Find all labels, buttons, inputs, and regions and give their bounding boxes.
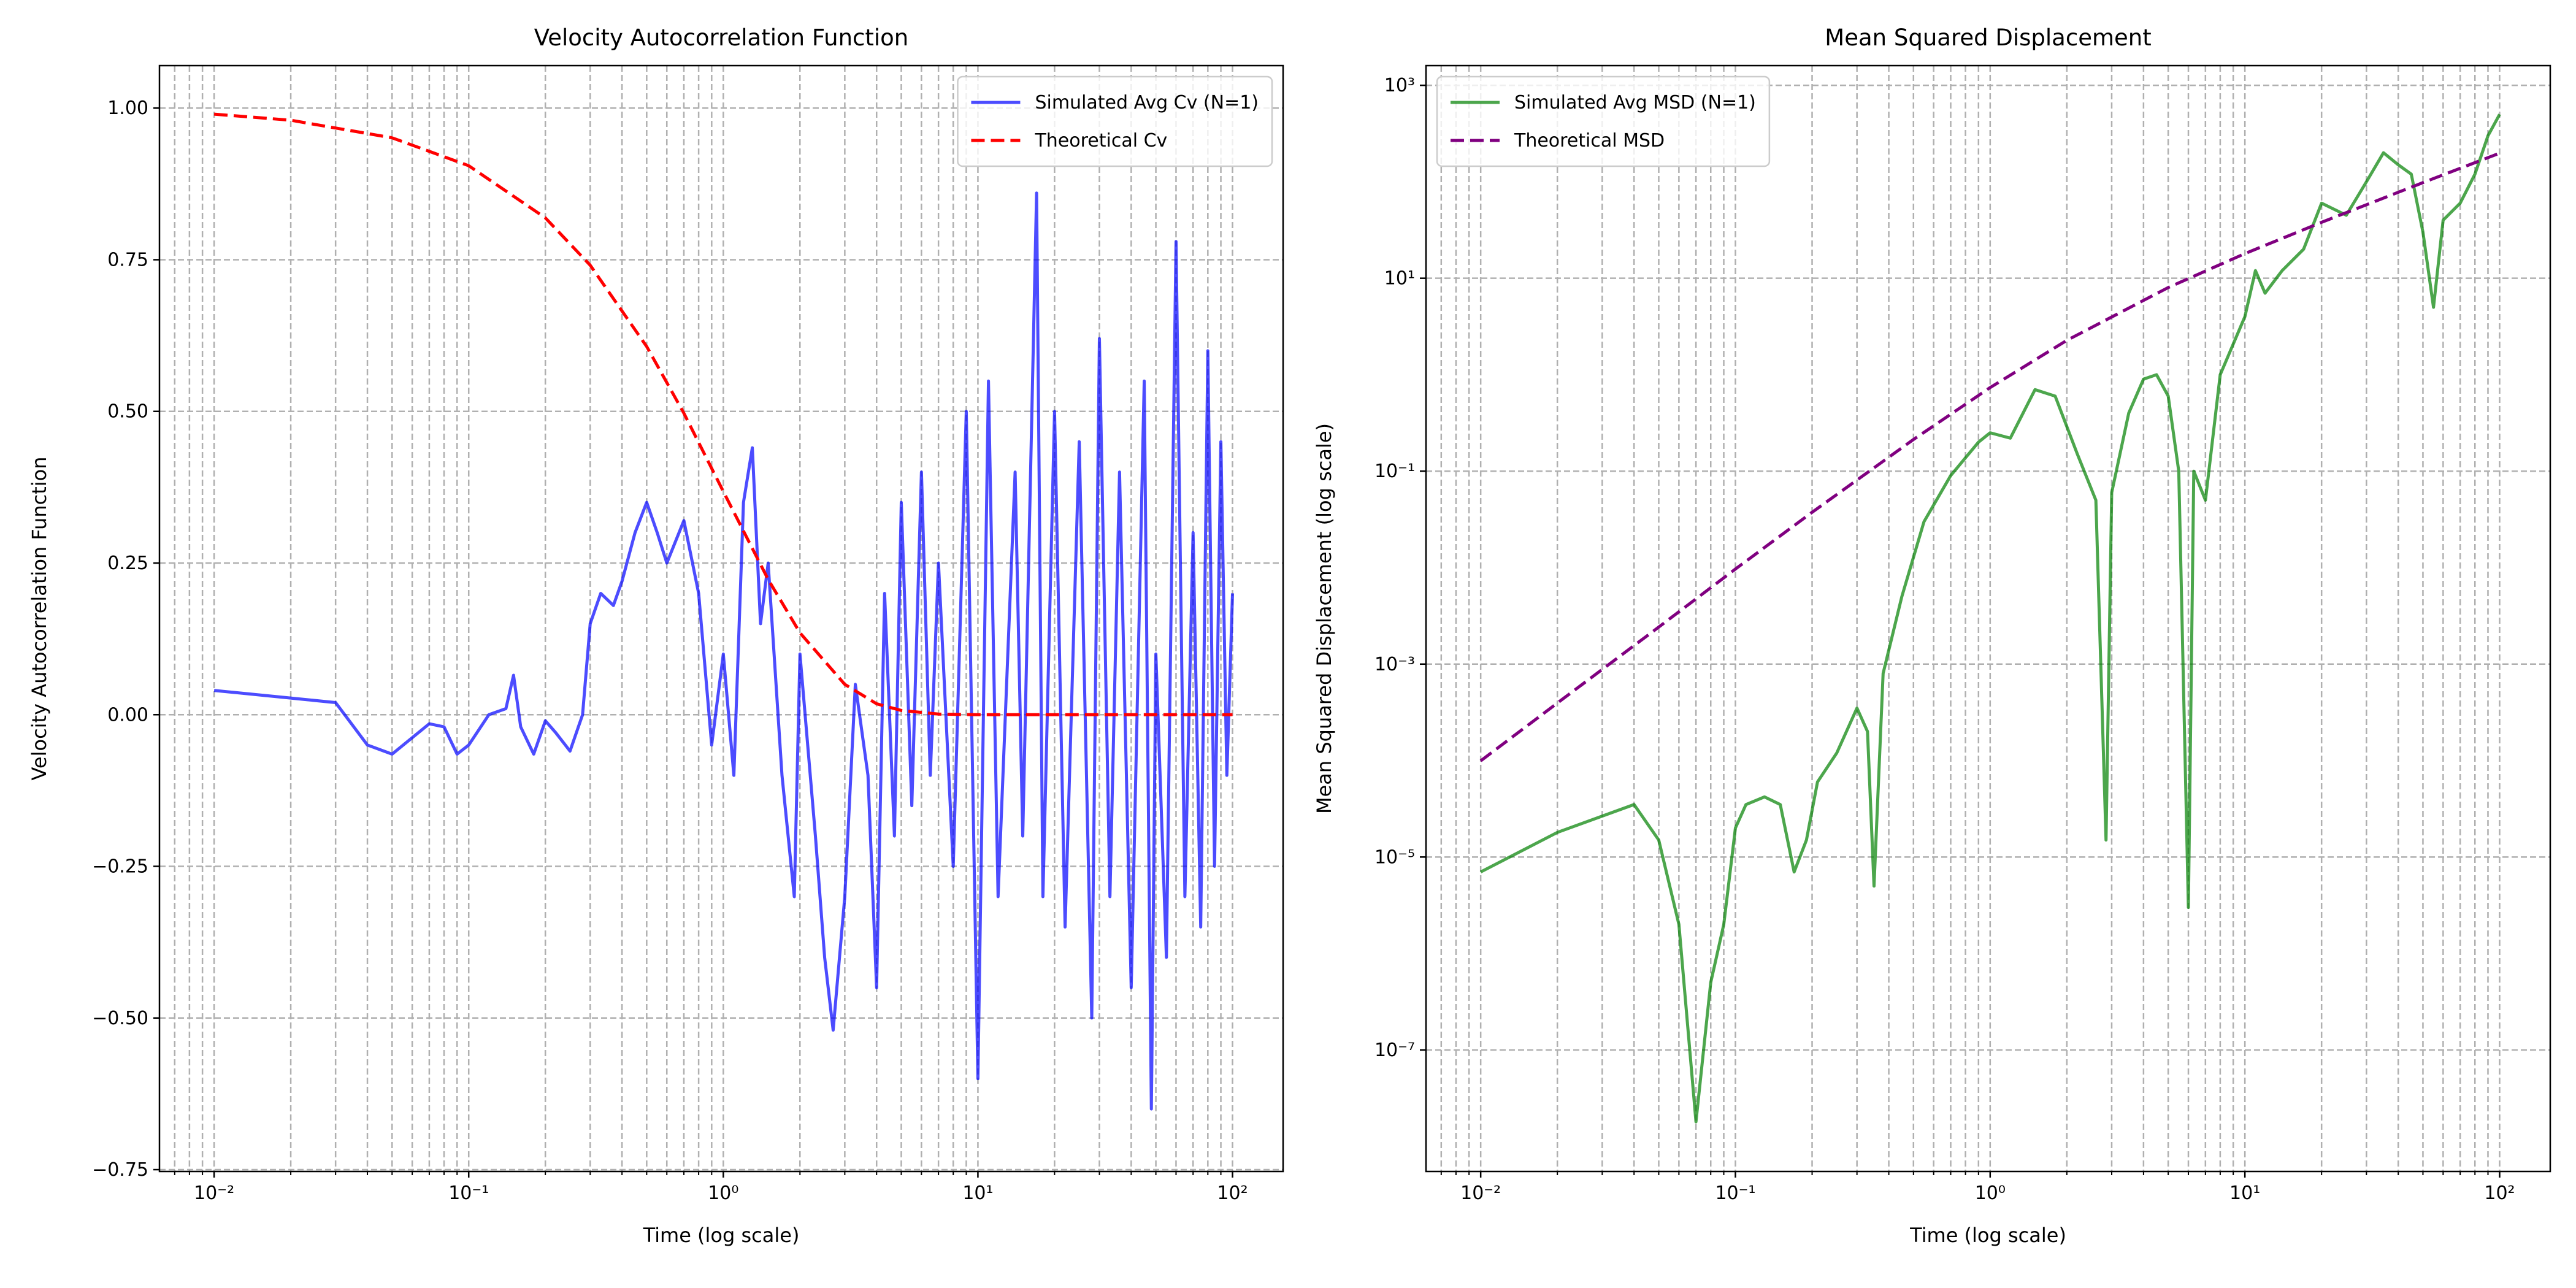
y-tick-label: 0.25 xyxy=(107,553,148,574)
y-tick-label: −0.25 xyxy=(92,856,148,878)
data-line xyxy=(213,191,1235,1111)
data-line xyxy=(213,112,1233,716)
y-tick-label: 10¹ xyxy=(1384,268,1415,289)
x-tick-label: 10⁻² xyxy=(1460,1183,1501,1204)
x-tick-label: 10⁻² xyxy=(194,1183,234,1204)
legend-box xyxy=(957,75,1273,167)
x-axis-label: Time (log scale) xyxy=(1909,1224,2066,1247)
chart-title: Velocity Autocorrelation Function xyxy=(534,25,908,51)
y-tick-label: −0.50 xyxy=(92,1008,148,1029)
data-line xyxy=(1479,151,2501,762)
y-tick-label: 10³ xyxy=(1384,75,1415,96)
x-tick-label: 10⁻¹ xyxy=(1715,1183,1755,1204)
y-tick-label: 0.00 xyxy=(107,704,148,726)
x-tick-label: 10² xyxy=(2484,1183,2515,1204)
x-tick-label: 10¹ xyxy=(962,1183,993,1204)
chart-title: Mean Squared Displacement xyxy=(1825,25,2151,51)
y-tick-label: 10⁻⁵ xyxy=(1374,846,1415,868)
axes-frame xyxy=(158,64,1284,1173)
y-axis-label: Velocity Autocorrelation Function xyxy=(28,457,51,781)
x-tick-label: 10¹ xyxy=(2229,1183,2260,1204)
x-tick-label: 10⁻¹ xyxy=(448,1183,489,1204)
legend: Simulated Avg Cv (N=1) Theoretical Cv xyxy=(957,75,1273,167)
legend-label: Theoretical MSD xyxy=(1514,130,1665,151)
data-line xyxy=(1480,113,2501,1124)
legend: Simulated Avg MSD (N=1) Theoretical MSD xyxy=(1436,75,1771,167)
x-tick-label: 10⁰ xyxy=(708,1183,738,1204)
y-tick-label: 10⁻³ xyxy=(1374,654,1415,675)
legend-label: Simulated Avg MSD (N=1) xyxy=(1514,92,1756,113)
legend-box xyxy=(1436,75,1771,167)
y-tick-label: 0.75 xyxy=(107,249,148,270)
x-tick-label: 10⁰ xyxy=(1975,1183,2006,1204)
y-tick-label: 0.50 xyxy=(107,401,148,423)
x-tick-label: 10² xyxy=(1217,1183,1248,1204)
y-tick-label: −0.75 xyxy=(92,1159,148,1181)
axes-frame xyxy=(1425,64,2551,1173)
legend-label: Theoretical Cv xyxy=(1034,130,1167,151)
legend-label: Simulated Avg Cv (N=1) xyxy=(1035,92,1259,113)
y-tick-label: 10⁻¹ xyxy=(1374,461,1415,482)
y-tick-label: 10⁻⁷ xyxy=(1374,1040,1415,1061)
y-tick-label: 1.00 xyxy=(107,98,148,119)
x-axis-label: Time (log scale) xyxy=(643,1224,800,1247)
y-axis-label: Mean Squared Displacement (log scale) xyxy=(1313,423,1336,814)
